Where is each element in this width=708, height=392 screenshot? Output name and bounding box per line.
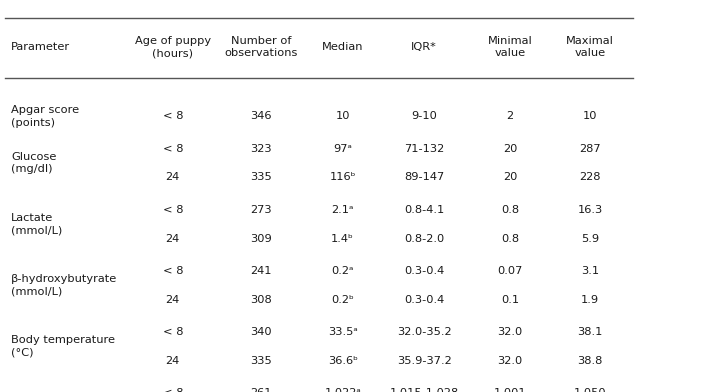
Text: 97ᵃ: 97ᵃ	[333, 144, 352, 154]
Text: 340: 340	[251, 327, 272, 337]
Text: 116ᵇ: 116ᵇ	[329, 172, 356, 182]
Text: 1.022ᵃ: 1.022ᵃ	[324, 388, 361, 392]
Text: 32.0: 32.0	[498, 327, 523, 337]
Text: 36.6ᵇ: 36.6ᵇ	[328, 356, 358, 366]
Text: Median: Median	[322, 42, 363, 52]
Text: Maximal
value: Maximal value	[566, 36, 614, 58]
Text: 24: 24	[166, 295, 180, 305]
Text: 0.8: 0.8	[501, 205, 519, 215]
Text: 308: 308	[251, 295, 272, 305]
Text: 309: 309	[251, 234, 272, 243]
Text: 287: 287	[579, 144, 601, 154]
Text: Glucose
(mg/dl): Glucose (mg/dl)	[11, 152, 57, 174]
Text: Lactate
(mmol/L): Lactate (mmol/L)	[11, 213, 62, 236]
Text: 0.1: 0.1	[501, 295, 519, 305]
Text: β-hydroxybutyrate
(mmol/L): β-hydroxybutyrate (mmol/L)	[11, 274, 118, 297]
Text: 32.0-35.2: 32.0-35.2	[396, 327, 452, 337]
Text: 38.8: 38.8	[578, 356, 603, 366]
Text: Apgar score
(points): Apgar score (points)	[11, 105, 79, 128]
Text: 32.0: 32.0	[498, 356, 523, 366]
Text: 24: 24	[166, 356, 180, 366]
Text: 2: 2	[506, 111, 514, 121]
Text: Age of puppy
(hours): Age of puppy (hours)	[135, 36, 211, 58]
Text: 16.3: 16.3	[578, 205, 603, 215]
Text: 71-132: 71-132	[404, 144, 444, 154]
Text: Parameter: Parameter	[11, 42, 71, 52]
Text: 273: 273	[251, 205, 272, 215]
Text: 24: 24	[166, 234, 180, 243]
Text: 323: 323	[251, 144, 272, 154]
Text: 0.3-0.4: 0.3-0.4	[404, 295, 444, 305]
Text: 261: 261	[251, 388, 272, 392]
Text: 335: 335	[251, 356, 272, 366]
Text: 2.1ᵃ: 2.1ᵃ	[331, 205, 354, 215]
Text: 3.1: 3.1	[581, 266, 599, 276]
Text: 10: 10	[583, 111, 598, 121]
Text: 1.015-1.028: 1.015-1.028	[389, 388, 459, 392]
Text: < 8: < 8	[163, 388, 183, 392]
Text: 335: 335	[251, 172, 272, 182]
Text: 20: 20	[503, 172, 518, 182]
Text: < 8: < 8	[163, 111, 183, 121]
Text: < 8: < 8	[163, 144, 183, 154]
Text: 89-147: 89-147	[404, 172, 444, 182]
Text: Number of
observations: Number of observations	[224, 36, 298, 58]
Text: Minimal
value: Minimal value	[488, 36, 532, 58]
Text: 1.050: 1.050	[573, 388, 607, 392]
Text: < 8: < 8	[163, 205, 183, 215]
Text: 0.8-2.0: 0.8-2.0	[404, 234, 444, 243]
Text: 33.5ᵃ: 33.5ᵃ	[328, 327, 358, 337]
Text: 38.1: 38.1	[578, 327, 603, 337]
Text: 0.2ᵇ: 0.2ᵇ	[331, 295, 354, 305]
Text: Body temperature
(°C): Body temperature (°C)	[11, 335, 115, 358]
Text: 0.3-0.4: 0.3-0.4	[404, 266, 444, 276]
Text: 1.001: 1.001	[493, 388, 527, 392]
Text: 20: 20	[503, 144, 518, 154]
Text: 228: 228	[579, 172, 601, 182]
Text: 10: 10	[336, 111, 350, 121]
Text: 0.8: 0.8	[501, 234, 519, 243]
Text: 241: 241	[251, 266, 272, 276]
Text: 35.9-37.2: 35.9-37.2	[396, 356, 452, 366]
Text: 0.2ᵃ: 0.2ᵃ	[331, 266, 354, 276]
Text: 346: 346	[251, 111, 272, 121]
Text: 9-10: 9-10	[411, 111, 437, 121]
Text: 0.07: 0.07	[498, 266, 523, 276]
Text: 5.9: 5.9	[581, 234, 599, 243]
Text: 1.4ᵇ: 1.4ᵇ	[331, 234, 354, 243]
Text: 1.9: 1.9	[581, 295, 599, 305]
Text: 24: 24	[166, 172, 180, 182]
Text: < 8: < 8	[163, 266, 183, 276]
Text: < 8: < 8	[163, 327, 183, 337]
Text: 0.8-4.1: 0.8-4.1	[404, 205, 444, 215]
Text: IQR*: IQR*	[411, 42, 437, 52]
